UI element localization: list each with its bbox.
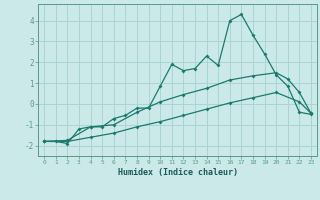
X-axis label: Humidex (Indice chaleur): Humidex (Indice chaleur) (118, 168, 238, 177)
